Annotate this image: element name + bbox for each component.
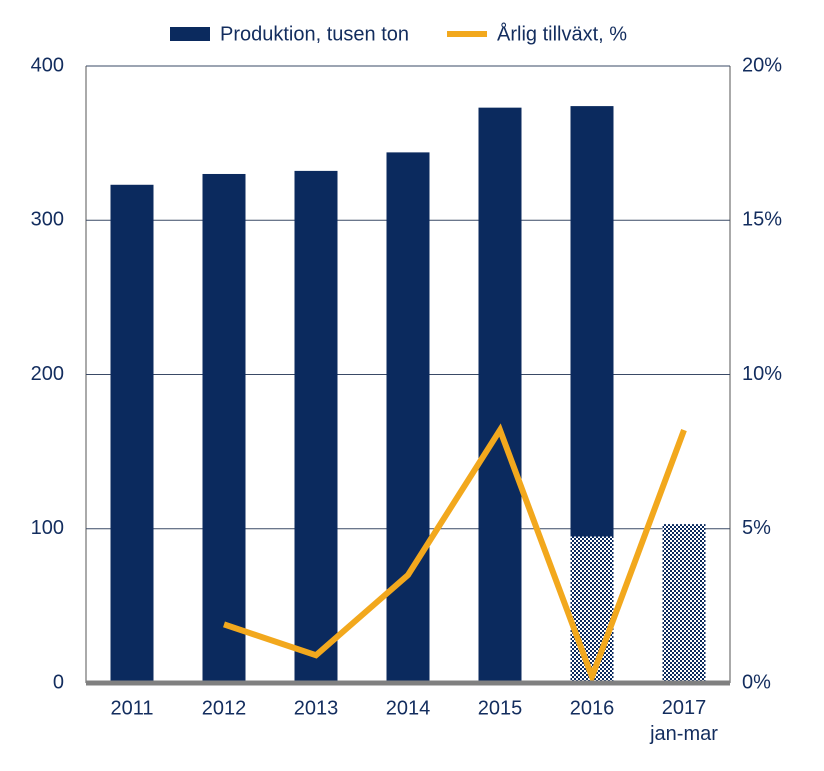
y-tick-label: 0 [53, 671, 64, 693]
bar [202, 173, 246, 683]
bar [662, 524, 706, 683]
y-tick-label: 400 [31, 54, 64, 76]
legend-label: Årlig tillväxt, % [497, 22, 627, 45]
x-tick-label: 2015 [478, 697, 523, 719]
y2-tick-label: 0% [742, 671, 771, 693]
x-tick-label: 2011 [110, 697, 153, 719]
y2-tick-label: 5% [742, 517, 771, 539]
x-tick-label: 2012 [202, 697, 247, 719]
x-tick-label: 2013 [294, 697, 339, 719]
legend-label: Produktion, tusen ton [220, 23, 409, 45]
y2-tick-label: 10% [742, 363, 782, 385]
bar [570, 536, 614, 683]
bar [294, 170, 338, 683]
x-tick-label: 2014 [386, 697, 431, 719]
y-tick-label: 200 [31, 363, 64, 385]
bar [110, 184, 154, 683]
bar [386, 152, 430, 683]
line [223, 423, 687, 686]
x-tick-label: 2017 jan-mar [649, 697, 718, 745]
y2-tick-label: 20% [742, 54, 782, 76]
y2-tick-label: 15% [742, 209, 782, 231]
bar [478, 107, 522, 683]
x-tick-label: 2016 [570, 697, 615, 719]
legend-swatch [170, 27, 210, 41]
y-tick-label: 300 [31, 209, 64, 231]
y-tick-label: 100 [31, 517, 64, 539]
